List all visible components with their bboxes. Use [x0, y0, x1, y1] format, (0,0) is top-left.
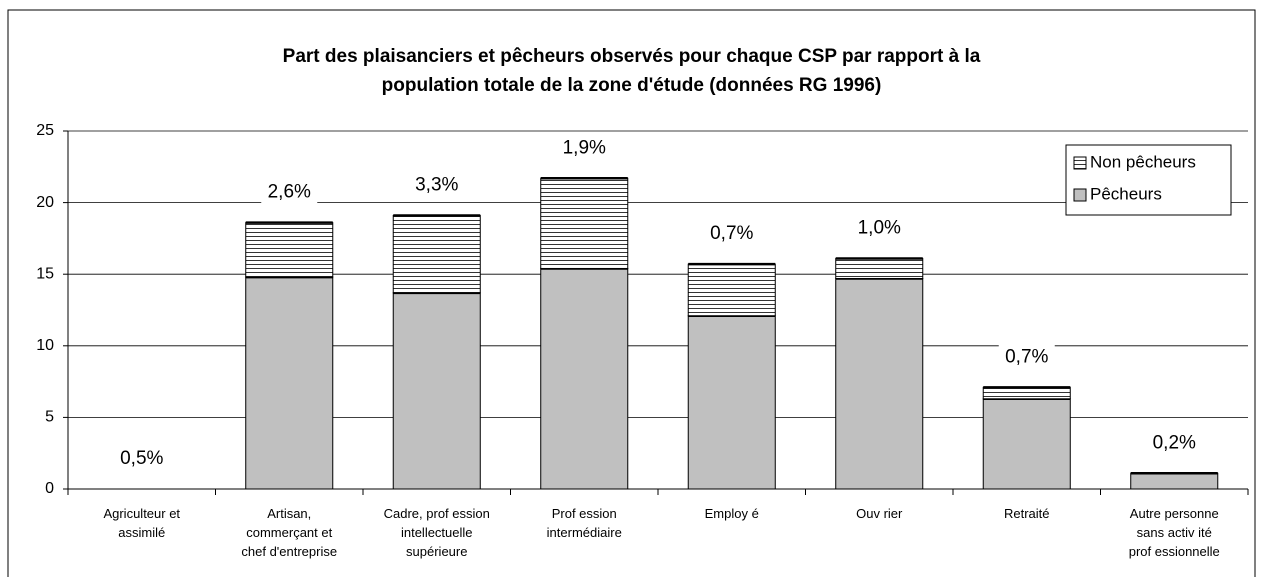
annotation: 3,3% — [415, 175, 458, 196]
annotation: 1,0% — [858, 217, 901, 238]
bar-segment — [245, 276, 334, 490]
legend-label: Pêcheurs — [1090, 184, 1162, 203]
annotation-bg — [998, 344, 1055, 371]
bar-segment — [687, 315, 776, 490]
annotation: 1,9% — [563, 137, 606, 158]
bar-segment — [982, 398, 1071, 490]
annotation-bg — [261, 179, 318, 206]
x-tick-label: Agriculteur et assimilé — [103, 506, 181, 540]
bar-segment — [1130, 472, 1219, 490]
bar-segment — [245, 222, 334, 278]
x-tick-label: Autre personne sans activ ité prof essio… — [1128, 506, 1220, 559]
bar-segment — [392, 214, 481, 294]
x-tick-label: Employ é — [704, 506, 759, 521]
bar-segment — [392, 292, 481, 490]
legend-box — [1065, 144, 1232, 216]
bar-segment — [687, 263, 776, 317]
annotation: 0,2% — [1153, 432, 1196, 453]
frame — [7, 9, 1256, 577]
bar-segment — [982, 386, 1071, 400]
legend-swatch — [1073, 188, 1087, 202]
bar-segment — [540, 177, 629, 269]
y-tick-label: 20 — [36, 194, 54, 211]
x-tick-label: Cadre, prof ession intellectuelle supéri… — [383, 506, 490, 559]
x-tick-label: Retraité — [1003, 506, 1050, 521]
annotation-bg — [703, 221, 760, 248]
x-tick-label: Prof ession intermédiaire — [546, 506, 622, 540]
bar-segment — [835, 277, 924, 490]
annotation: 2,6% — [268, 182, 311, 203]
legend-swatch — [1073, 156, 1087, 170]
y-tick-label: 5 — [45, 409, 54, 426]
x-tick-label: Artisan, commerçant et chef d'entreprise — [241, 506, 338, 559]
annotation: 0,7% — [710, 223, 753, 244]
y-tick-label: 0 — [45, 480, 54, 497]
legend-label: Non pêcheurs — [1090, 152, 1196, 171]
annotation-bg — [408, 172, 465, 199]
annotation: 0,5% — [120, 448, 163, 469]
bar-segment — [540, 267, 629, 490]
y-tick-label: 25 — [36, 122, 54, 139]
annotation: 0,7% — [1005, 346, 1048, 367]
y-tick-label: 10 — [36, 337, 54, 354]
bar-segment — [835, 257, 924, 279]
annotation-bg — [851, 215, 908, 242]
chart-title: Part des plaisanciers et pêcheurs observ… — [282, 46, 981, 96]
y-tick-label: 15 — [36, 265, 54, 282]
x-tick-label: Ouv rier — [856, 506, 903, 521]
annotation-bg — [556, 135, 613, 162]
annotation-bg — [1146, 430, 1203, 457]
annotation-bg — [113, 446, 170, 472]
